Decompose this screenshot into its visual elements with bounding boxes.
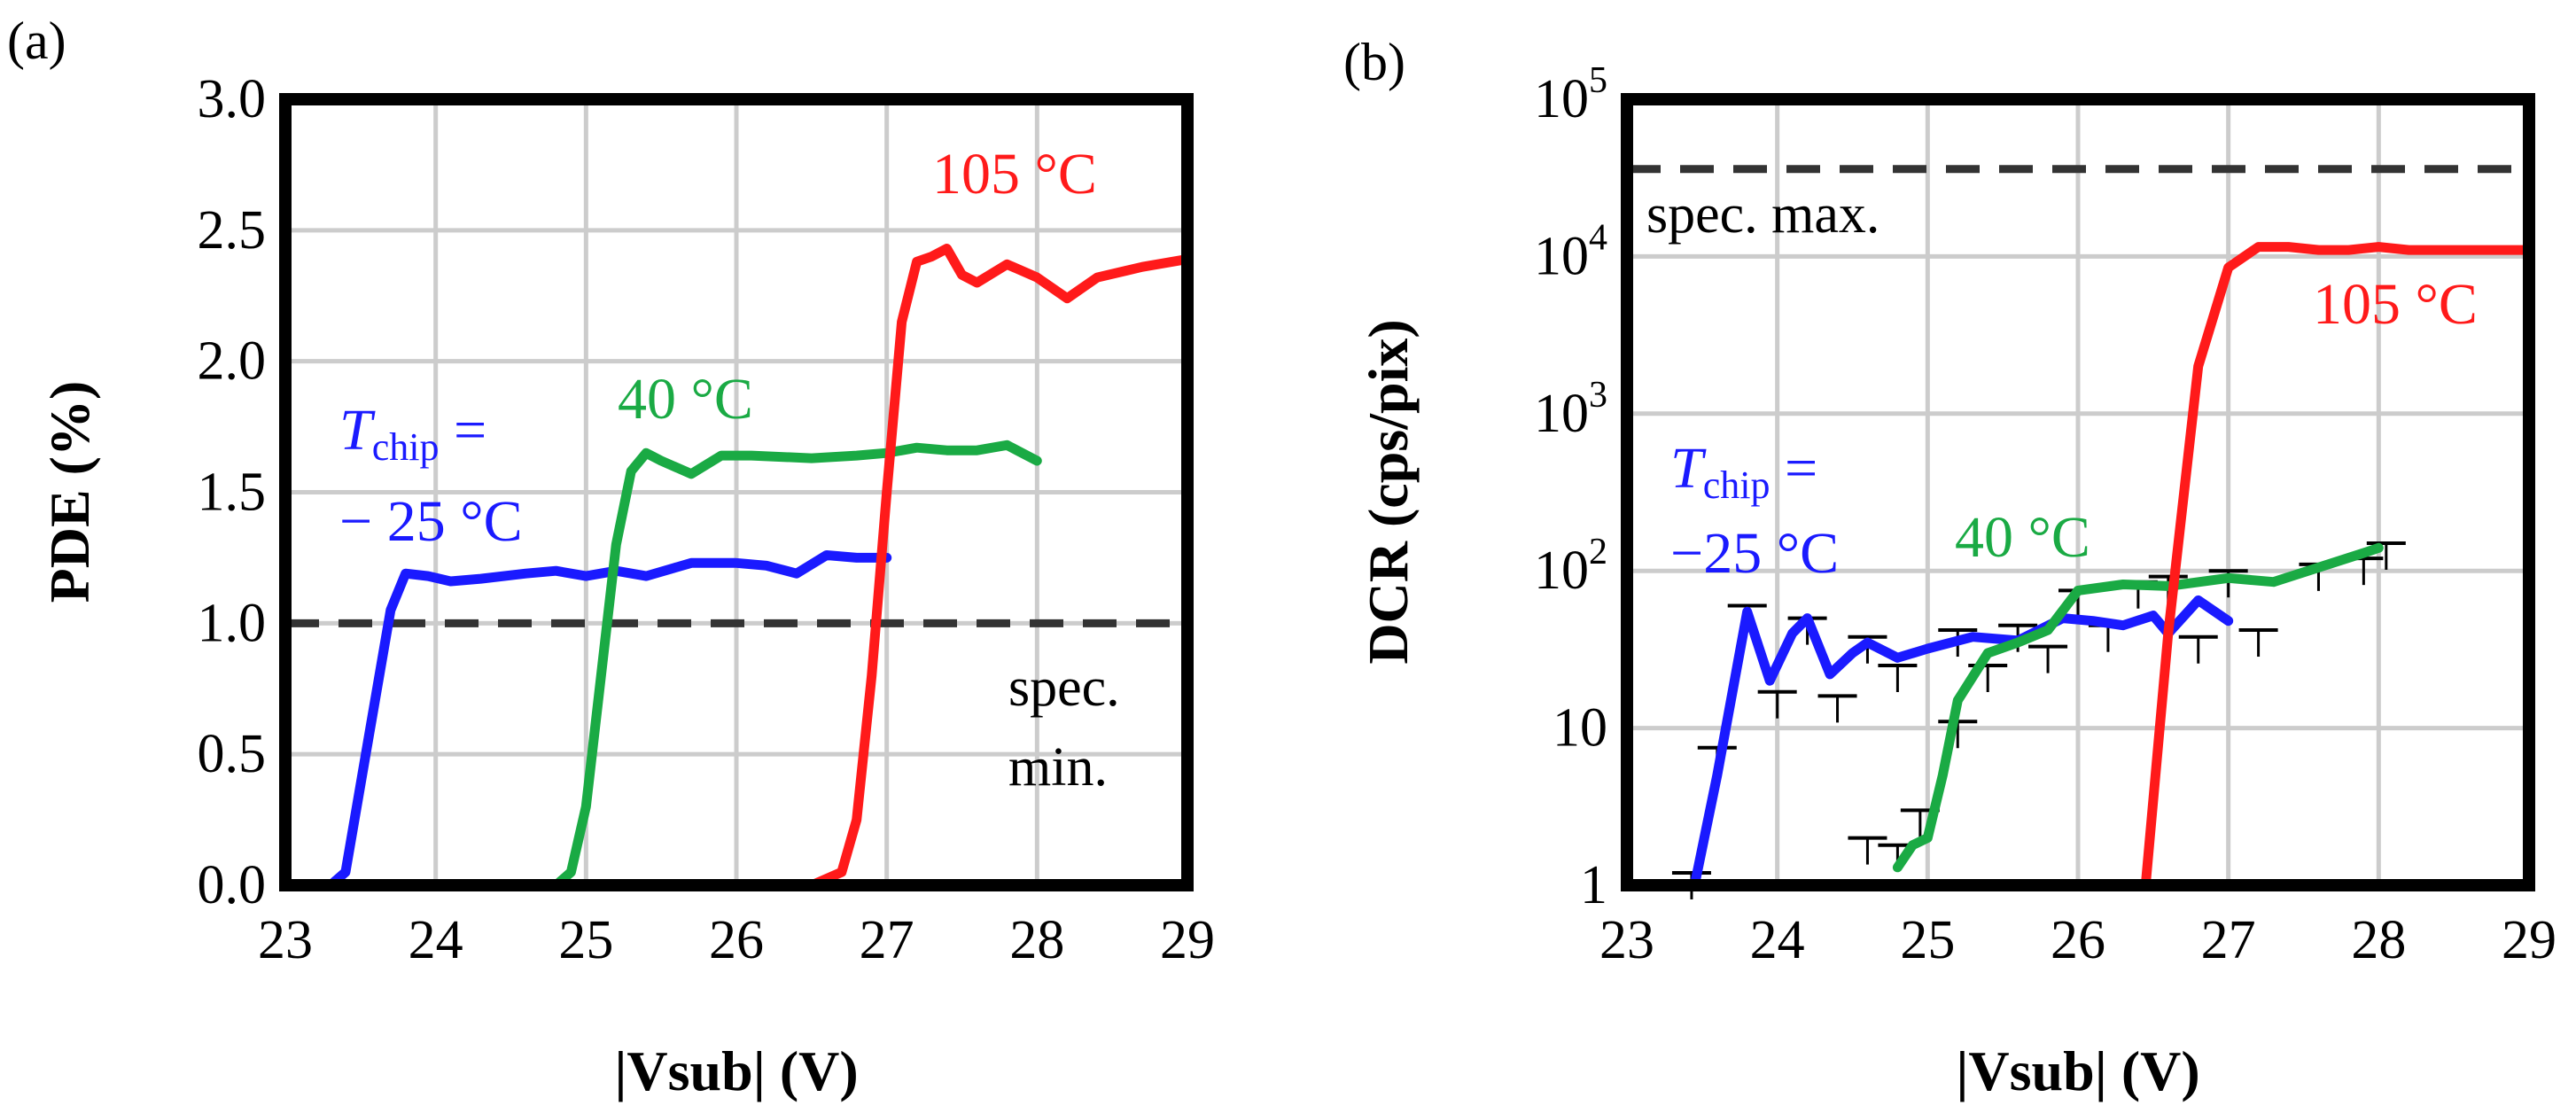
- x-tick-label: 29: [2502, 910, 2557, 970]
- panel-a-tchip-label: Tchip =: [339, 398, 486, 469]
- tchip-equals: =: [439, 398, 486, 463]
- panel-a-ticks: 23 24 25 26 27 28 29 0.0 0.5 1.0 1.5 2.0 2.5 3.0: [198, 69, 1216, 970]
- x-tick-label: 29: [1160, 910, 1215, 970]
- y-tick-label: 10: [1553, 698, 1607, 759]
- x-tick-label: 23: [1599, 910, 1654, 970]
- x-tick-label: 26: [2051, 910, 2105, 970]
- tchip-subscript: chip: [372, 425, 440, 469]
- y-tick-label: 2.5: [198, 200, 267, 261]
- panel-b-cold-temp-label: −25 °C: [1670, 521, 1839, 586]
- x-tick-label: 28: [1009, 910, 1064, 970]
- x-tick-label: 23: [258, 910, 313, 970]
- panel-b-40c-label: 40 °C: [1955, 505, 2090, 570]
- panel-b-x-axis-title: |Vsub| (V): [1956, 1039, 2199, 1102]
- x-tick-label: 24: [1750, 910, 1805, 970]
- x-tick-label: 28: [2351, 910, 2406, 970]
- y-tick-label: 2.0: [198, 331, 267, 392]
- tchip-equals: =: [1770, 436, 1817, 501]
- panel-b-105c-label: 105 °C: [2313, 272, 2478, 337]
- panel-a-40c-label: 40 °C: [618, 367, 753, 432]
- panel-a-series: [280, 244, 1193, 891]
- y-tick-label: 1: [1580, 855, 1607, 915]
- y-tick-label: 0.5: [198, 724, 267, 784]
- series-line-cold: [280, 550, 892, 891]
- x-tick-label: 27: [860, 910, 914, 970]
- panel-a-spec-label-line2: min.: [1008, 737, 1108, 798]
- y-tick-label: 1.0: [198, 593, 267, 653]
- y-tick-label: 104: [1534, 217, 1607, 286]
- y-tick-label: 105: [1534, 60, 1607, 129]
- panel-a-y-axis-title: PDE (%): [38, 381, 101, 603]
- panel-b-tchip-label: Tchip =: [1670, 436, 1817, 507]
- x-tick-label: 26: [709, 910, 764, 970]
- panel-b: (b) 23 24 25 26 27 28 29 1 10 102 103 104 105 spec. …: [1343, 33, 2557, 1102]
- panel-b-label: (b): [1343, 33, 1405, 91]
- panel-a-label: (a): [7, 12, 66, 70]
- series-line-warm: [1892, 542, 2384, 873]
- panel-a-plot-frame: [279, 93, 1194, 891]
- tchip-subscript: chip: [1703, 463, 1771, 507]
- y-tick-label: 0.0: [198, 855, 267, 915]
- panel-b-grid: [1627, 99, 2529, 885]
- panel-b-plot-frame: [1621, 93, 2535, 891]
- panel-b-spec-label: spec. max.: [1646, 184, 1879, 245]
- panel-a-grid: [285, 99, 1187, 885]
- series-line-hot: [580, 244, 1193, 891]
- series-line-cold: [1689, 595, 2234, 891]
- x-tick-label: 27: [2201, 910, 2256, 970]
- series-line-hot: [2140, 242, 2534, 891]
- series-line-warm: [431, 440, 1042, 891]
- panel-a-spec-label-line1: spec.: [1008, 658, 1120, 718]
- tchip-symbol: T: [1670, 436, 1707, 501]
- panel-a: (a) 23 24 25 26 27 28 290.00.51.01.52.02.53.0 …: [7, 12, 1215, 1102]
- tchip-symbol: T: [339, 398, 376, 463]
- panel-a-105c-label: 105 °C: [932, 142, 1097, 206]
- y-tick-label: 3.0: [198, 69, 267, 129]
- panel-b-y-axis-title: DCR (cps/pix): [1357, 319, 1420, 664]
- x-tick-label: 25: [558, 910, 613, 970]
- panel-b-error-bars: [1671, 541, 2406, 899]
- y-tick-label: 102: [1534, 532, 1607, 601]
- x-tick-label: 25: [1900, 910, 1955, 970]
- panel-a-cold-temp-label: − 25 °C: [339, 489, 523, 554]
- y-tick-label: 103: [1534, 375, 1607, 444]
- panel-a-x-axis-title: |Vsub| (V): [614, 1039, 858, 1102]
- y-tick-label: 1.5: [198, 463, 267, 523]
- x-tick-label: 24: [409, 910, 463, 970]
- panel-b-series: [1689, 242, 2534, 891]
- panel-b-ticks: 23 24 25 26 27 28 29 1 10 102 103 104 105: [1534, 60, 2557, 970]
